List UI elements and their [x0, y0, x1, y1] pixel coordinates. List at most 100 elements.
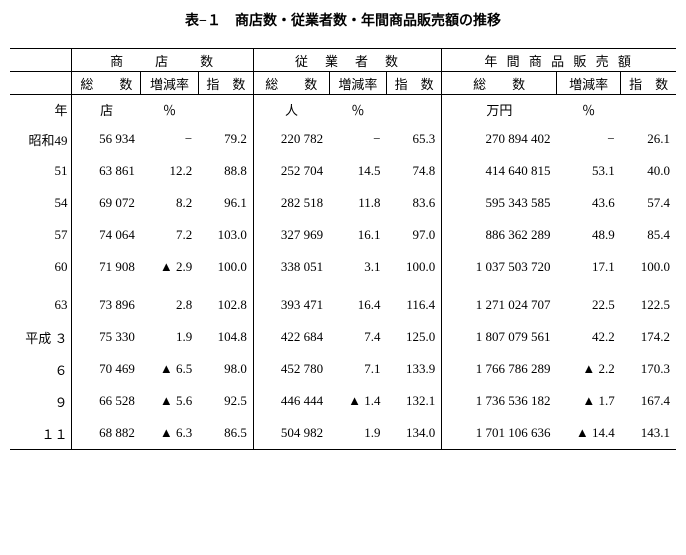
sales-rate: ▲ 1.7	[556, 385, 620, 417]
subhdr-sales-total: 総 数	[442, 72, 557, 95]
emp-total: 338 051	[253, 251, 329, 283]
sales-rate: ▲ 14.4	[556, 417, 620, 450]
emp-index: 133.9	[387, 353, 442, 385]
subhdr-emp-rate: 増減率	[329, 72, 386, 95]
unit-emp: 人	[253, 95, 329, 124]
sales-total: 1 807 079 561	[442, 321, 557, 353]
sales-rate: ▲ 2.2	[556, 353, 620, 385]
sales-total: 1 766 786 289	[442, 353, 557, 385]
sales-rate: 42.2	[556, 321, 620, 353]
year-label: 年	[10, 95, 72, 124]
col-group-shops: 商 店 数	[72, 49, 253, 72]
shops-total: 75 330	[72, 321, 141, 353]
header-row-sub: 総 数 増減率 指 数 総 数 増減率 指 数 総 数 増減率 指 数	[10, 72, 676, 95]
shops-index: 86.5	[198, 417, 253, 450]
sales-rate: 17.1	[556, 251, 620, 283]
sales-rate: 43.6	[556, 187, 620, 219]
subhdr-shops-total: 総 数	[72, 72, 141, 95]
shops-rate: 2.8	[141, 283, 198, 321]
unit-pct-sales: ％	[556, 95, 620, 124]
sales-total: 270 894 402	[442, 123, 557, 155]
shops-rate: −	[141, 123, 198, 155]
sales-rate: −	[556, 123, 620, 155]
unit-row: 年 店 ％ 人 ％ 万円 ％	[10, 95, 676, 124]
table-row: 5469 0728.296.1282 51811.883.6595 343 58…	[10, 187, 676, 219]
table-row: 6373 8962.8102.8393 47116.4116.41 271 02…	[10, 283, 676, 321]
sales-index: 40.0	[621, 155, 676, 187]
emp-rate: 14.5	[329, 155, 386, 187]
sales-total: 1 037 503 720	[442, 251, 557, 283]
sales-index: 167.4	[621, 385, 676, 417]
emp-total: 452 780	[253, 353, 329, 385]
sales-total: 886 362 289	[442, 219, 557, 251]
unit-sales: 万円	[442, 95, 557, 124]
emp-index: 100.0	[387, 251, 442, 283]
emp-index: 74.8	[387, 155, 442, 187]
shops-rate: 8.2	[141, 187, 198, 219]
table-row: 5774 0647.2103.0327 96916.197.0886 362 2…	[10, 219, 676, 251]
shops-rate: ▲ 5.6	[141, 385, 198, 417]
emp-index: 65.3	[387, 123, 442, 155]
shops-total: 71 908	[72, 251, 141, 283]
year-cell: ６	[10, 353, 72, 385]
sales-index: 100.0	[621, 251, 676, 283]
emp-rate: 7.1	[329, 353, 386, 385]
year-cell: 60	[10, 251, 72, 283]
sales-total: 595 343 585	[442, 187, 557, 219]
emp-total: 252 704	[253, 155, 329, 187]
year-cell: 昭和49	[10, 123, 72, 155]
data-table: 商 店 数 従 業 者 数 年 間 商 品 販 売 額 総 数 増減率 指 数 …	[10, 48, 676, 450]
unit-shops: 店	[72, 95, 141, 124]
shops-total: 63 861	[72, 155, 141, 187]
shops-index: 96.1	[198, 187, 253, 219]
subhdr-sales-index: 指 数	[621, 72, 676, 95]
shops-rate: ▲ 6.5	[141, 353, 198, 385]
emp-index: 134.0	[387, 417, 442, 450]
shops-total: 73 896	[72, 283, 141, 321]
emp-rate: 16.4	[329, 283, 386, 321]
subhdr-shops-rate: 増減率	[141, 72, 198, 95]
subhdr-sales-rate: 増減率	[556, 72, 620, 95]
sales-index: 57.4	[621, 187, 676, 219]
header-row-groups: 商 店 数 従 業 者 数 年 間 商 品 販 売 額	[10, 49, 676, 72]
shops-index: 92.5	[198, 385, 253, 417]
emp-index: 125.0	[387, 321, 442, 353]
shops-index: 104.8	[198, 321, 253, 353]
sales-rate: 53.1	[556, 155, 620, 187]
shops-total: 74 064	[72, 219, 141, 251]
table-row: ９66 528▲ 5.692.5446 444▲ 1.4132.11 736 5…	[10, 385, 676, 417]
sales-index: 122.5	[621, 283, 676, 321]
sales-rate: 22.5	[556, 283, 620, 321]
year-cell: 57	[10, 219, 72, 251]
emp-total: 422 684	[253, 321, 329, 353]
emp-rate: 7.4	[329, 321, 386, 353]
sales-total: 1 736 536 182	[442, 385, 557, 417]
shops-total: 69 072	[72, 187, 141, 219]
shops-total: 68 882	[72, 417, 141, 450]
sales-index: 26.1	[621, 123, 676, 155]
shops-rate: 12.2	[141, 155, 198, 187]
sales-index: 170.3	[621, 353, 676, 385]
year-cell: 54	[10, 187, 72, 219]
unit-pct-emp: ％	[329, 95, 386, 124]
shops-index: 88.8	[198, 155, 253, 187]
shops-index: 100.0	[198, 251, 253, 283]
table-row: 平成 ３75 3301.9104.8422 6847.4125.01 807 0…	[10, 321, 676, 353]
shops-rate: 1.9	[141, 321, 198, 353]
unit-pct-shops: ％	[141, 95, 198, 124]
subhdr-shops-index: 指 数	[198, 72, 253, 95]
table-title: 表−１ 商店数・従業者数・年間商品販売額の推移	[10, 10, 676, 30]
table-row: 6071 908▲ 2.9100.0338 0513.1100.01 037 5…	[10, 251, 676, 283]
emp-rate: ▲ 1.4	[329, 385, 386, 417]
shops-total: 70 469	[72, 353, 141, 385]
sales-index: 143.1	[621, 417, 676, 450]
emp-total: 446 444	[253, 385, 329, 417]
emp-index: 116.4	[387, 283, 442, 321]
shops-total: 66 528	[72, 385, 141, 417]
emp-total: 220 782	[253, 123, 329, 155]
year-cell: ９	[10, 385, 72, 417]
emp-index: 132.1	[387, 385, 442, 417]
emp-total: 327 969	[253, 219, 329, 251]
shops-rate: 7.2	[141, 219, 198, 251]
emp-rate: 3.1	[329, 251, 386, 283]
